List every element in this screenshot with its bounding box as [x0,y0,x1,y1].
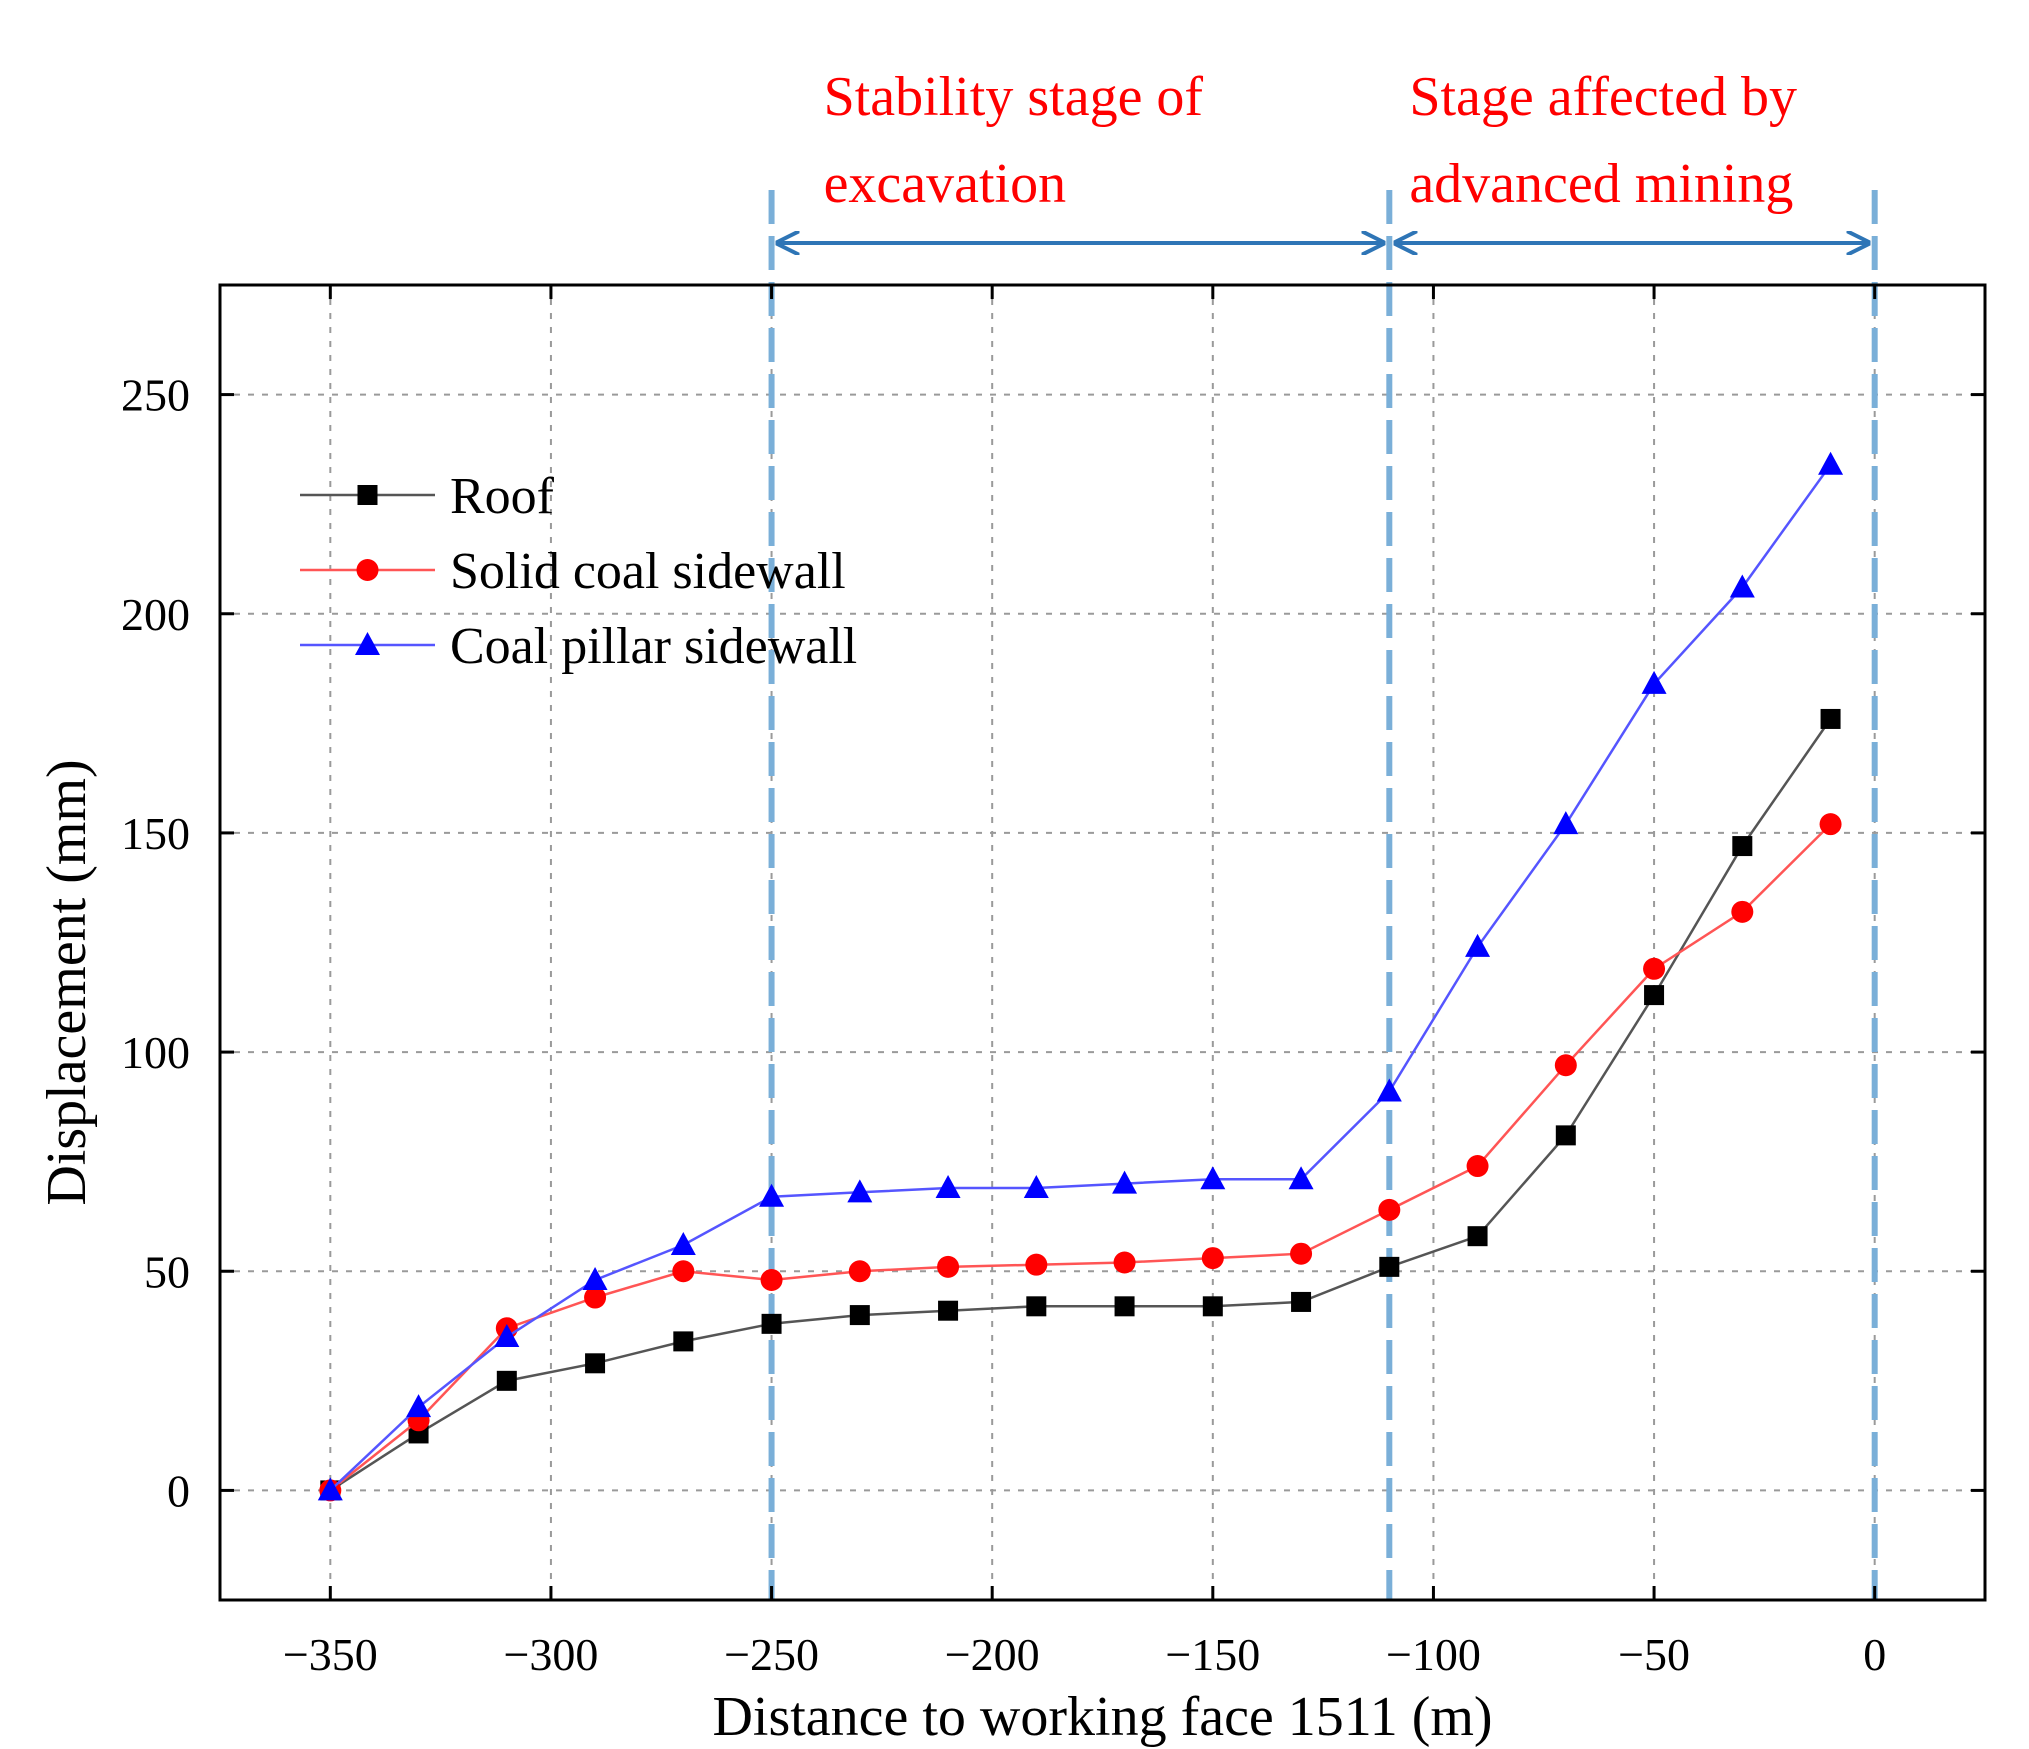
triangle-marker [759,1183,785,1207]
circle-marker [672,1260,695,1283]
y-axis-label: Displacement (mm) [36,759,98,1205]
legend-label: Roof [450,468,555,525]
triangle-marker [494,1324,520,1347]
circle-marker [1731,900,1754,923]
x-tick-label: −250 [724,1629,819,1680]
x-tick-label: −50 [1618,1629,1690,1680]
triangle-marker [670,1231,696,1255]
square-marker [357,485,378,505]
axis-ticks [220,285,1985,1600]
triangle-marker [1288,1166,1314,1190]
stage-annotation: Stability stage of excavation [778,66,1384,243]
square-marker [1467,1226,1488,1247]
y-tick-label: 50 [144,1246,190,1297]
x-tick-label: −350 [283,1629,378,1680]
square-marker [1114,1296,1135,1317]
x-tick-label: −100 [1386,1629,1481,1680]
series-coal-pillar-sidewall [317,451,1844,1501]
legend-entry: Solid coal sidewall [300,543,846,600]
circle-marker [1290,1242,1313,1265]
circle-marker [848,1260,871,1283]
stage-label-line2: excavation [824,153,1067,215]
y-tick-label: 150 [121,808,190,859]
stage-label-line1: Stability stage of [824,66,1204,128]
grid [220,285,1985,1600]
stage-lines [768,190,1878,1600]
legend-label: Solid coal sidewall [450,543,846,600]
circle-marker [356,559,379,581]
y-tick-label: 250 [121,370,190,421]
square-marker [761,1313,782,1334]
legend-label: Coal pillar sidewall [450,618,857,675]
y-tick-label: 200 [121,589,190,640]
triangle-marker [582,1267,608,1291]
x-tick-label: −200 [945,1629,1040,1680]
x-tick-label: −300 [503,1629,598,1680]
circle-marker [1554,1054,1577,1077]
series-line [329,463,1832,1492]
data-series [317,451,1844,1502]
plot-frame [218,283,1987,1602]
circle-marker [1025,1253,1048,1276]
square-marker [938,1300,959,1321]
square-marker [1732,836,1753,857]
series-line [329,823,1832,1492]
circle-marker [1643,957,1666,980]
square-marker [1026,1296,1047,1317]
circle-marker [1201,1247,1224,1270]
x-tick-label: 0 [1863,1629,1886,1680]
triangle-marker [1112,1170,1138,1194]
circle-marker [1819,813,1842,836]
stage-label-line2: advanced mining [1409,153,1793,215]
circle-marker [584,1286,607,1309]
triangle-marker [317,1477,343,1501]
y-tick-label: 0 [167,1465,190,1516]
circle-marker [1466,1155,1489,1178]
triangle-marker [1729,574,1755,598]
square-marker [1555,1125,1576,1146]
square-marker [496,1370,517,1391]
stage-label-line1: Stage affected by [1409,66,1797,128]
legend: Roof Solid coal sidewall Coal pillar sidew… [300,468,857,675]
legend-entry: Coal pillar sidewall [300,618,857,675]
triangle-marker [1376,1078,1402,1102]
x-tick-label: −150 [1165,1629,1260,1680]
square-marker [1644,985,1665,1006]
legend-entry: Roof [300,468,555,525]
square-marker [849,1305,870,1326]
triangle-marker [1818,451,1844,475]
series-line [329,718,1832,1492]
stage-annotations: Stability stage of excavation Stage affect… [778,66,1869,243]
circle-marker [937,1255,960,1278]
series-solid-coal-sidewall [319,813,1842,1502]
triangle-marker [1465,933,1491,957]
triangle-marker [1641,670,1667,694]
triangle-marker [406,1394,432,1418]
tick-labels: −350 −300 −250 −200 −150 −100 −50 0 0 50 100 150 200… [121,370,1886,1680]
triangle-marker [847,1179,873,1203]
circle-marker [1113,1251,1136,1274]
y-tick-label: 100 [121,1027,190,1078]
triangle-marker [355,632,380,655]
square-marker [1379,1256,1400,1277]
square-marker [673,1331,694,1352]
series-roof [320,708,1841,1501]
square-marker [585,1353,606,1374]
triangle-marker [1553,811,1579,835]
circle-marker [760,1269,783,1292]
triangle-marker [1023,1174,1049,1198]
circle-marker [1378,1198,1401,1221]
square-marker [1291,1291,1312,1312]
square-marker [1820,708,1841,729]
stage-annotation: Stage affected by advanced mining [1395,66,1868,243]
triangle-marker [1200,1166,1226,1190]
x-axis-label: Distance to working face 1511 (m) [712,1686,1492,1748]
square-marker [1202,1296,1223,1317]
triangle-marker [935,1174,961,1198]
